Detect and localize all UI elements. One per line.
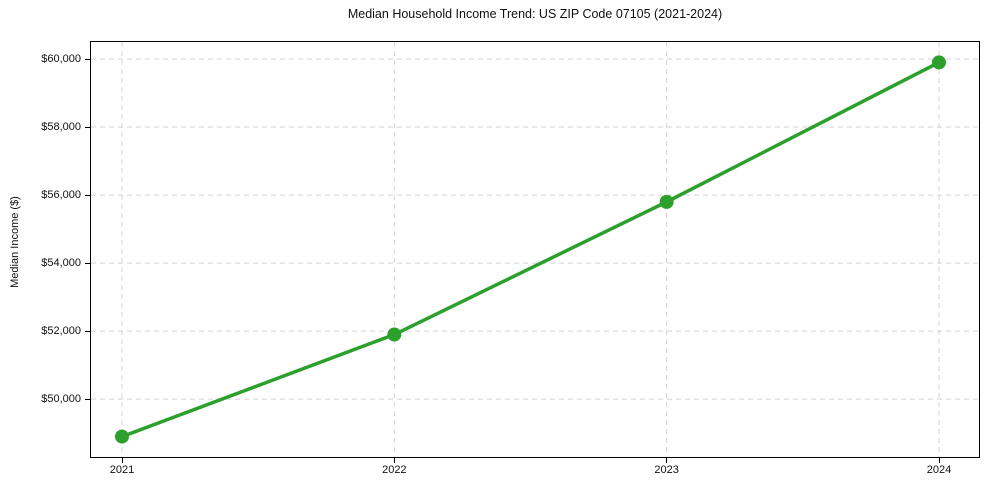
x-tick-mark xyxy=(666,458,668,463)
y-tick-label: $58,000 xyxy=(41,121,81,134)
y-tick-mark xyxy=(85,330,90,332)
x-tick-label: 2023 xyxy=(654,464,679,476)
line-chart-canvas xyxy=(91,42,979,457)
x-tick-mark xyxy=(121,458,123,463)
data-point-2024 xyxy=(932,55,946,70)
y-tick-mark xyxy=(85,126,90,128)
y-tick-label: $54,000 xyxy=(41,257,81,270)
y-tick-mark xyxy=(85,58,90,60)
data-point-2023 xyxy=(659,194,674,209)
y-tick-mark xyxy=(85,194,90,196)
y-tick-mark xyxy=(85,398,90,400)
plot-area xyxy=(90,41,980,458)
y-tick-label: $52,000 xyxy=(41,325,81,338)
y-axis-label: Median Income ($) xyxy=(9,196,21,288)
y-tick-label: $56,000 xyxy=(41,189,81,202)
x-tick-mark xyxy=(938,458,940,463)
x-tick-mark xyxy=(393,458,395,463)
x-tick-label: 2024 xyxy=(926,464,952,476)
x-tick-label: 2022 xyxy=(382,464,407,476)
x-tick-label: 2021 xyxy=(109,464,135,476)
data-point-2022 xyxy=(387,327,402,342)
y-tick-mark xyxy=(85,262,90,264)
chart-title: Median Household Income Trend: US ZIP Co… xyxy=(347,7,723,21)
y-tick-label: $60,000 xyxy=(41,53,81,65)
data-point-2021 xyxy=(115,429,129,444)
y-tick-label: $50,000 xyxy=(41,393,81,406)
trend-line xyxy=(120,60,941,439)
